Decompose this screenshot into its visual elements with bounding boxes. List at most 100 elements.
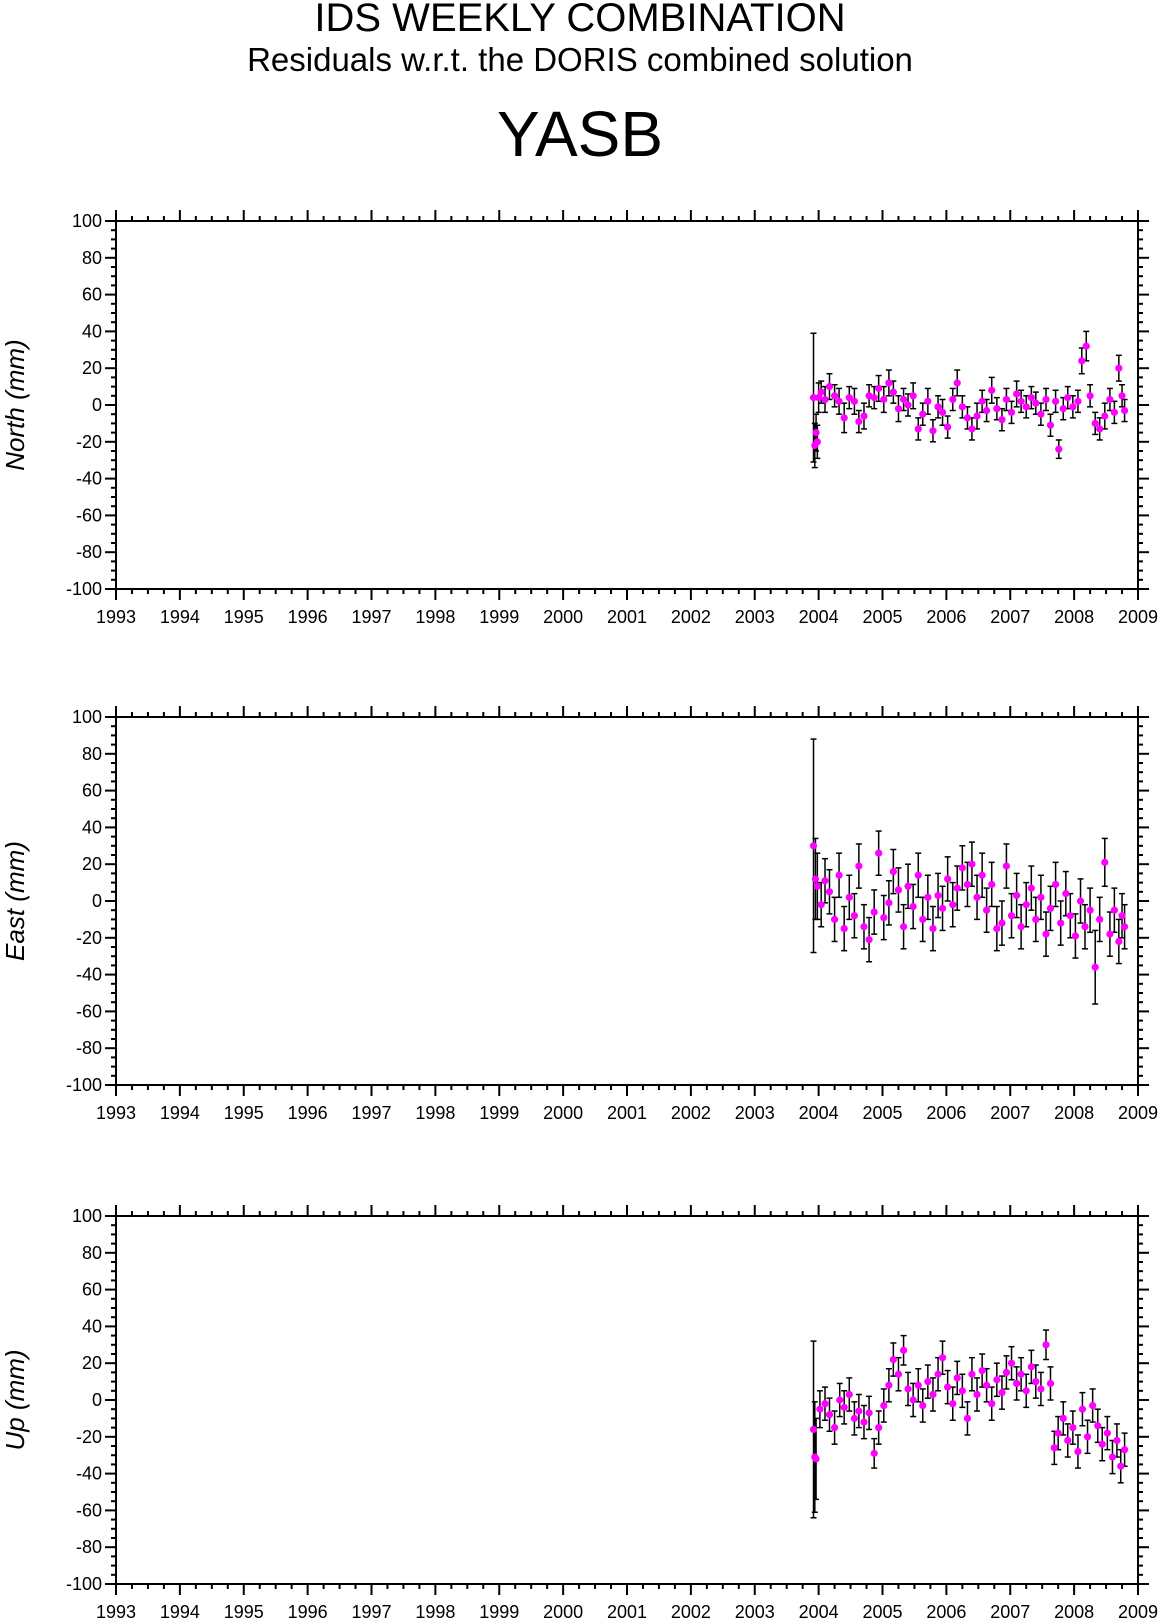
data-point bbox=[1089, 1401, 1097, 1410]
data-point bbox=[894, 1370, 903, 1378]
data-point bbox=[934, 1370, 942, 1378]
data-point bbox=[809, 394, 818, 402]
data-point bbox=[1120, 1446, 1129, 1454]
y-tick-label: -100 bbox=[66, 1574, 102, 1594]
data-point bbox=[875, 384, 883, 393]
x-tick-label: 2005 bbox=[862, 607, 902, 627]
data-point bbox=[899, 1346, 908, 1354]
y-tick-label: -80 bbox=[76, 542, 102, 562]
y-tick-label: 60 bbox=[82, 781, 102, 801]
data-point bbox=[978, 397, 986, 405]
y-tick-label: -60 bbox=[76, 1500, 102, 1520]
main-title: IDS WEEKLY COMBINATION bbox=[314, 0, 846, 40]
data-point bbox=[1074, 397, 1082, 405]
data-point bbox=[812, 1455, 820, 1463]
data-point bbox=[934, 403, 942, 411]
x-tick-label: 1996 bbox=[288, 607, 328, 627]
data-point bbox=[944, 423, 952, 431]
data-point bbox=[1055, 445, 1063, 453]
data-point bbox=[1071, 932, 1080, 940]
x-tick-label: 2002 bbox=[671, 1602, 711, 1621]
data-point bbox=[1101, 858, 1109, 866]
data-point bbox=[880, 913, 888, 922]
x-tick-label: 1997 bbox=[351, 1103, 391, 1123]
y-tick-label: 20 bbox=[82, 358, 102, 378]
data-point bbox=[1086, 392, 1094, 400]
x-tick-label: 2006 bbox=[926, 1602, 966, 1621]
data-point bbox=[1054, 1429, 1062, 1437]
data-point bbox=[1083, 1433, 1092, 1441]
data-point bbox=[1046, 421, 1055, 429]
data-point bbox=[855, 417, 863, 426]
x-tick-label: 2004 bbox=[799, 1602, 839, 1621]
x-tick-label: 2009 bbox=[1118, 1602, 1158, 1621]
data-point bbox=[845, 1390, 853, 1399]
data-point bbox=[1101, 412, 1109, 420]
x-tick-label: 2002 bbox=[671, 607, 711, 627]
data-point bbox=[1064, 394, 1072, 402]
x-tick-label: 1994 bbox=[160, 1602, 200, 1621]
x-tick-label: 1998 bbox=[415, 1103, 455, 1123]
data-point bbox=[821, 395, 829, 404]
x-tick-label: 2006 bbox=[926, 1103, 966, 1123]
data-point bbox=[983, 406, 991, 415]
data-point bbox=[993, 405, 1001, 413]
data-point bbox=[1106, 930, 1114, 938]
data-point bbox=[1022, 901, 1030, 909]
y-tick-label: 0 bbox=[92, 395, 102, 415]
y-tick-label: -40 bbox=[76, 1464, 102, 1484]
data-point bbox=[914, 1381, 922, 1389]
data-point bbox=[860, 412, 868, 420]
data-point bbox=[924, 893, 932, 901]
x-tick-label: 2001 bbox=[607, 1602, 647, 1621]
y-tick-label: 40 bbox=[82, 817, 102, 837]
y-tick-label: -60 bbox=[76, 1001, 102, 1021]
data-point bbox=[1022, 1387, 1030, 1395]
data-point bbox=[949, 1400, 957, 1408]
x-tick-label: 2009 bbox=[1118, 607, 1158, 627]
data-point bbox=[830, 915, 839, 924]
plot-frame bbox=[115, 220, 1139, 590]
data-point bbox=[1046, 1379, 1055, 1388]
data-point bbox=[904, 401, 912, 409]
x-tick-label: 2000 bbox=[543, 1103, 583, 1123]
data-point bbox=[1098, 1440, 1106, 1448]
y-axis-title: North (mm) bbox=[0, 339, 30, 470]
x-tick-label: 2003 bbox=[735, 607, 775, 627]
data-point bbox=[938, 408, 947, 416]
data-point bbox=[1037, 1385, 1045, 1393]
data-point bbox=[983, 906, 991, 914]
data-point bbox=[914, 871, 922, 879]
data-point bbox=[958, 403, 966, 411]
data-point bbox=[870, 394, 878, 402]
data-point bbox=[988, 386, 996, 394]
data-point bbox=[812, 429, 820, 437]
data-point bbox=[889, 388, 897, 396]
data-point bbox=[1076, 897, 1085, 905]
data-point bbox=[1108, 1453, 1117, 1461]
y-tick-label: 60 bbox=[82, 1280, 102, 1300]
data-point bbox=[958, 1387, 966, 1395]
data-point bbox=[1118, 912, 1126, 920]
data-point bbox=[825, 888, 834, 896]
x-tick-label: 2000 bbox=[543, 607, 583, 627]
data-point bbox=[845, 893, 853, 901]
y-tick-label: 0 bbox=[92, 891, 102, 911]
y-tick-label: 40 bbox=[82, 1316, 102, 1336]
data-point bbox=[998, 416, 1006, 424]
y-tick-label: -40 bbox=[76, 469, 102, 489]
data-point bbox=[1081, 923, 1089, 931]
data-point bbox=[968, 425, 976, 433]
data-point bbox=[845, 394, 853, 402]
data-point bbox=[817, 901, 825, 909]
data-point bbox=[1046, 904, 1055, 912]
data-point bbox=[1017, 1370, 1025, 1378]
data-point bbox=[1013, 390, 1021, 398]
data-point bbox=[953, 1374, 961, 1382]
y-tick-label: 80 bbox=[82, 248, 102, 268]
data-point bbox=[1118, 392, 1126, 400]
data-point bbox=[821, 1400, 829, 1408]
station-title: YASB bbox=[497, 98, 663, 170]
data-point bbox=[835, 871, 843, 879]
